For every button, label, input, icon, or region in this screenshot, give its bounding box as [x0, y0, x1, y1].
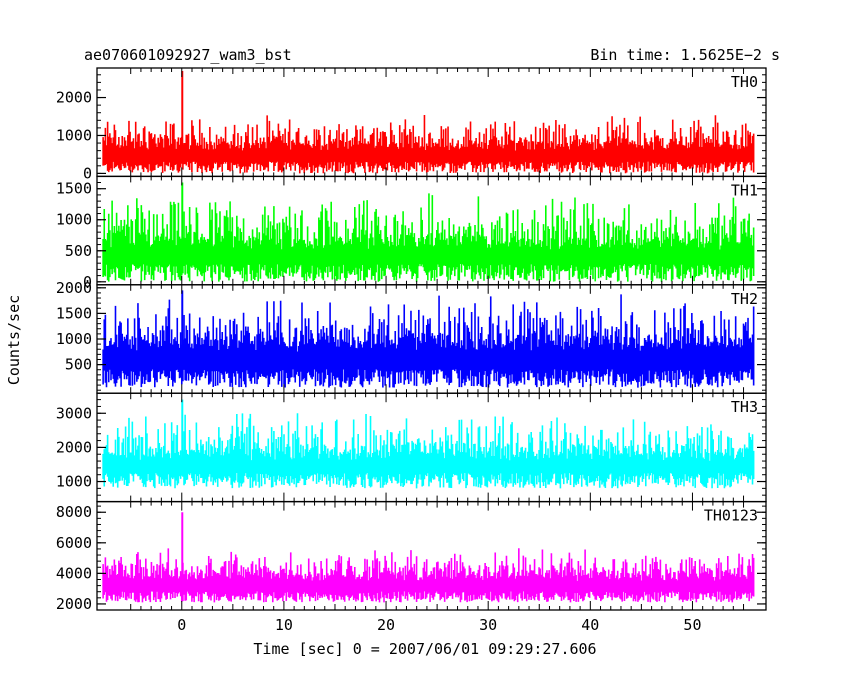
y-tick-label: 2000 — [56, 89, 92, 107]
y-tick-label: 8000 — [56, 503, 92, 521]
x-tick-label: 20 — [377, 616, 395, 634]
y-tick-label: 6000 — [56, 534, 92, 552]
panel-th2: 500 1000 1500 2000 TH2 — [56, 279, 767, 394]
x-tick-label: 40 — [581, 616, 599, 634]
series-th0 — [102, 115, 755, 174]
x-tick-label: 50 — [683, 616, 701, 634]
x-axis-label: Time [sec] 0 = 2007/06/01 09:29:27.606 — [253, 640, 597, 658]
panel-th0123: 2000 4000 6000 8000 TH0123 — [56, 500, 767, 613]
x-tick-label: 10 — [275, 616, 293, 634]
y-tick-label: 1500 — [56, 304, 92, 322]
y-axis-label-wrapper: Counts/sec — [5, 295, 23, 385]
y-tick-label: 1000 — [56, 126, 92, 144]
panel-label: TH0123 — [704, 507, 758, 525]
series-th0123 — [102, 548, 755, 603]
x-tick-label: 0 — [177, 616, 186, 634]
bin-time-label: Bin time: 1.5625E−2 s — [590, 46, 780, 64]
plot-title: ae070601092927_wam3_bst — [84, 46, 292, 64]
y-tick-label: 1000 — [56, 330, 92, 348]
series-th1 — [102, 193, 755, 282]
y-tick-label: 0 — [83, 273, 92, 291]
y-tick-label: 2000 — [56, 279, 92, 297]
y-axis-label: Counts/sec — [5, 295, 23, 385]
panel-label: TH2 — [731, 290, 758, 308]
y-tick-label: 4000 — [56, 564, 92, 582]
panel-th0: 0 1000 2000 TH0 — [56, 67, 767, 182]
series-th3 — [102, 413, 755, 489]
y-tick-label: 1000 — [56, 473, 92, 491]
y-tick-label: 3000 — [56, 404, 92, 422]
y-tick-label: 500 — [65, 356, 92, 374]
y-tick-label: 500 — [65, 242, 92, 260]
panel-label: TH3 — [731, 398, 758, 416]
panel-label: TH1 — [731, 181, 758, 199]
series-th2 — [102, 294, 755, 388]
y-tick-label: 2000 — [56, 438, 92, 456]
panel-frame — [96, 500, 767, 611]
x-tick-label: 30 — [479, 616, 497, 634]
panel-th3: 1000 2000 3000 TH3 — [56, 392, 767, 503]
panel-th1: 0 500 1000 1500 TH1 — [56, 175, 767, 291]
y-tick-label: 2000 — [56, 595, 92, 613]
y-tick-label: 1500 — [56, 180, 92, 198]
y-tick-label: 1000 — [56, 211, 92, 229]
y-tick-label: 0 — [83, 164, 92, 182]
panel-label: TH0 — [731, 73, 758, 91]
